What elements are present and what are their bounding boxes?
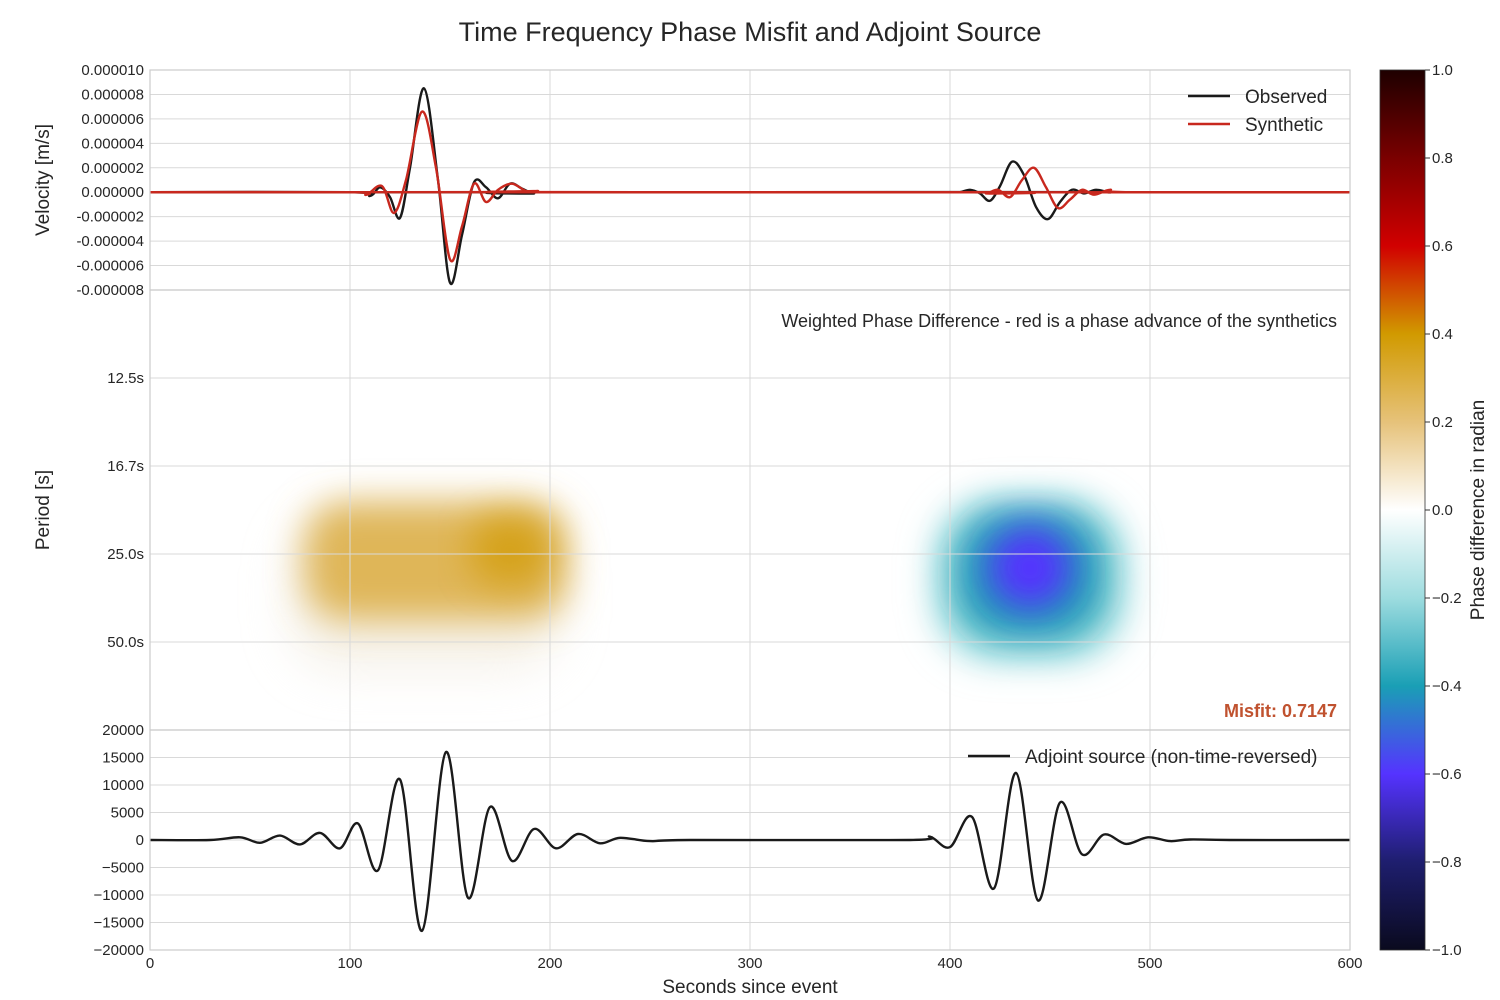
y-tick-label: 20000	[102, 722, 144, 739]
y-tick-label: −10000	[94, 887, 144, 904]
x-tick-label: 100	[337, 955, 362, 972]
waveform-y-ticks: 0.000010 0.000008 0.000006 0.000004 0.000002…	[76, 62, 144, 299]
x-axis-label: Seconds since event	[662, 977, 838, 998]
y-tick-label: −5000	[102, 860, 144, 877]
phase-gridlines	[150, 290, 1350, 730]
adjoint-frame	[149, 729, 1351, 951]
y-tick-label: -0.000004	[76, 233, 144, 250]
x-tick-label: 200	[537, 955, 562, 972]
waveform-y-axis-label: Velocity [m/s]	[33, 124, 54, 236]
colorbar-tick-label: −0.4	[1432, 678, 1462, 695]
misfit-label: Misfit: 0.7147	[1224, 701, 1337, 721]
colorbar-tick-label: −0.6	[1432, 766, 1462, 783]
y-tick-label: −15000	[94, 915, 144, 932]
positive-region-peak	[470, 515, 550, 585]
colorbar-tick-label: −0.8	[1432, 854, 1462, 871]
x-tick-label: 300	[737, 955, 762, 972]
legend-label-observed: Observed	[1245, 87, 1327, 108]
colorbar-tick-label: 1.0	[1432, 62, 1453, 79]
waveform-series	[149, 87, 1351, 286]
colorbar-gradient	[1379, 69, 1426, 951]
colorbar-tick-label: −1.0	[1432, 942, 1462, 959]
y-tick-label: 0.000006	[81, 111, 144, 128]
y-tick-label: 0.000008	[81, 86, 144, 103]
phase-heatmap	[290, 500, 1125, 670]
y-tick-label: 15000	[102, 750, 144, 767]
adjoint-source-trace	[149, 750, 1351, 933]
period-tick-label: 16.7s	[107, 458, 144, 475]
legend-label-adjoint: Adjoint source (non-time-reversed)	[1025, 747, 1318, 768]
x-tick-label: 400	[937, 955, 962, 972]
positive-phase-region	[290, 502, 567, 670]
period-tick-label: 12.5s	[107, 370, 144, 387]
y-tick-label: 0.000010	[81, 62, 144, 79]
colorbar-tick-label: 0.6	[1432, 238, 1453, 255]
period-tick-label: 25.0s	[107, 546, 144, 563]
x-tick-label: 600	[1337, 955, 1362, 972]
negative-region-peak	[988, 526, 1072, 610]
negative-phase-region	[935, 500, 1125, 660]
phase-difference-panel: 12.5s 16.7s 25.0s 50.0s Period [s] Weighted…	[33, 290, 1350, 730]
adjoint-gridlines	[150, 730, 1350, 950]
adjoint-y-ticks: 20000 15000 10000 5000 0 −5000 −10000 −15000 −20…	[94, 722, 144, 959]
colorbar-tick-label: 0.0	[1432, 502, 1453, 519]
y-tick-label: -0.000002	[76, 209, 144, 226]
waveform-legend: Observed Synthetic	[1188, 87, 1327, 136]
y-tick-label: 0.000002	[81, 160, 144, 177]
y-tick-label: 10000	[102, 777, 144, 794]
colorbar: 1.0 0.8 0.6 0.4 0.2 0.0 −0.2 −0.4 −0.6 −0.8 −1.0 P…	[1379, 62, 1489, 959]
chart-title: Time Frequency Phase Misfit and Adjoint …	[459, 17, 1042, 47]
y-tick-label: -0.000008	[76, 282, 144, 299]
y-tick-label: 5000	[111, 805, 144, 822]
colorbar-ticks: 1.0 0.8 0.6 0.4 0.2 0.0 −0.2 −0.4 −0.6 −0.8 −1.0	[1425, 62, 1462, 959]
x-tick-label: 0	[146, 955, 154, 972]
adjoint-series	[149, 750, 1351, 933]
y-tick-label: 0.000000	[81, 184, 144, 201]
colorbar-tick-label: 0.2	[1432, 414, 1453, 431]
colorbar-tick-label: 0.8	[1432, 150, 1453, 167]
colorbar-tick-label: 0.4	[1432, 326, 1453, 343]
adjoint-legend: Adjoint source (non-time-reversed)	[968, 747, 1318, 768]
legend-label-synthetic: Synthetic	[1245, 115, 1323, 136]
period-tick-label: 50.0s	[107, 634, 144, 651]
y-tick-label: 0	[136, 832, 144, 849]
y-tick-label: -0.000006	[76, 258, 144, 275]
synthetic-trace-second-arrival	[149, 166, 1351, 210]
phase-y-ticks: 12.5s 16.7s 25.0s 50.0s	[107, 370, 144, 651]
waveform-panel: 0.000010 0.000008 0.000006 0.000004 0.000002…	[33, 62, 1351, 299]
colorbar-label: Phase difference in radian	[1468, 400, 1489, 620]
x-tick-label: 500	[1137, 955, 1162, 972]
adjoint-x-ticks: 0 100 200 300 400 500 600	[146, 955, 1363, 972]
phase-y-axis-label: Period [s]	[33, 470, 54, 550]
phase-annotation: Weighted Phase Difference - red is a pha…	[781, 311, 1337, 331]
adjoint-panel: 20000150001000050000−5000−10000−15000−20…	[94, 722, 1363, 998]
colorbar-tick-label: −0.2	[1432, 590, 1462, 607]
y-tick-label: 0.000004	[81, 135, 144, 152]
y-tick-label: −20000	[94, 942, 144, 959]
